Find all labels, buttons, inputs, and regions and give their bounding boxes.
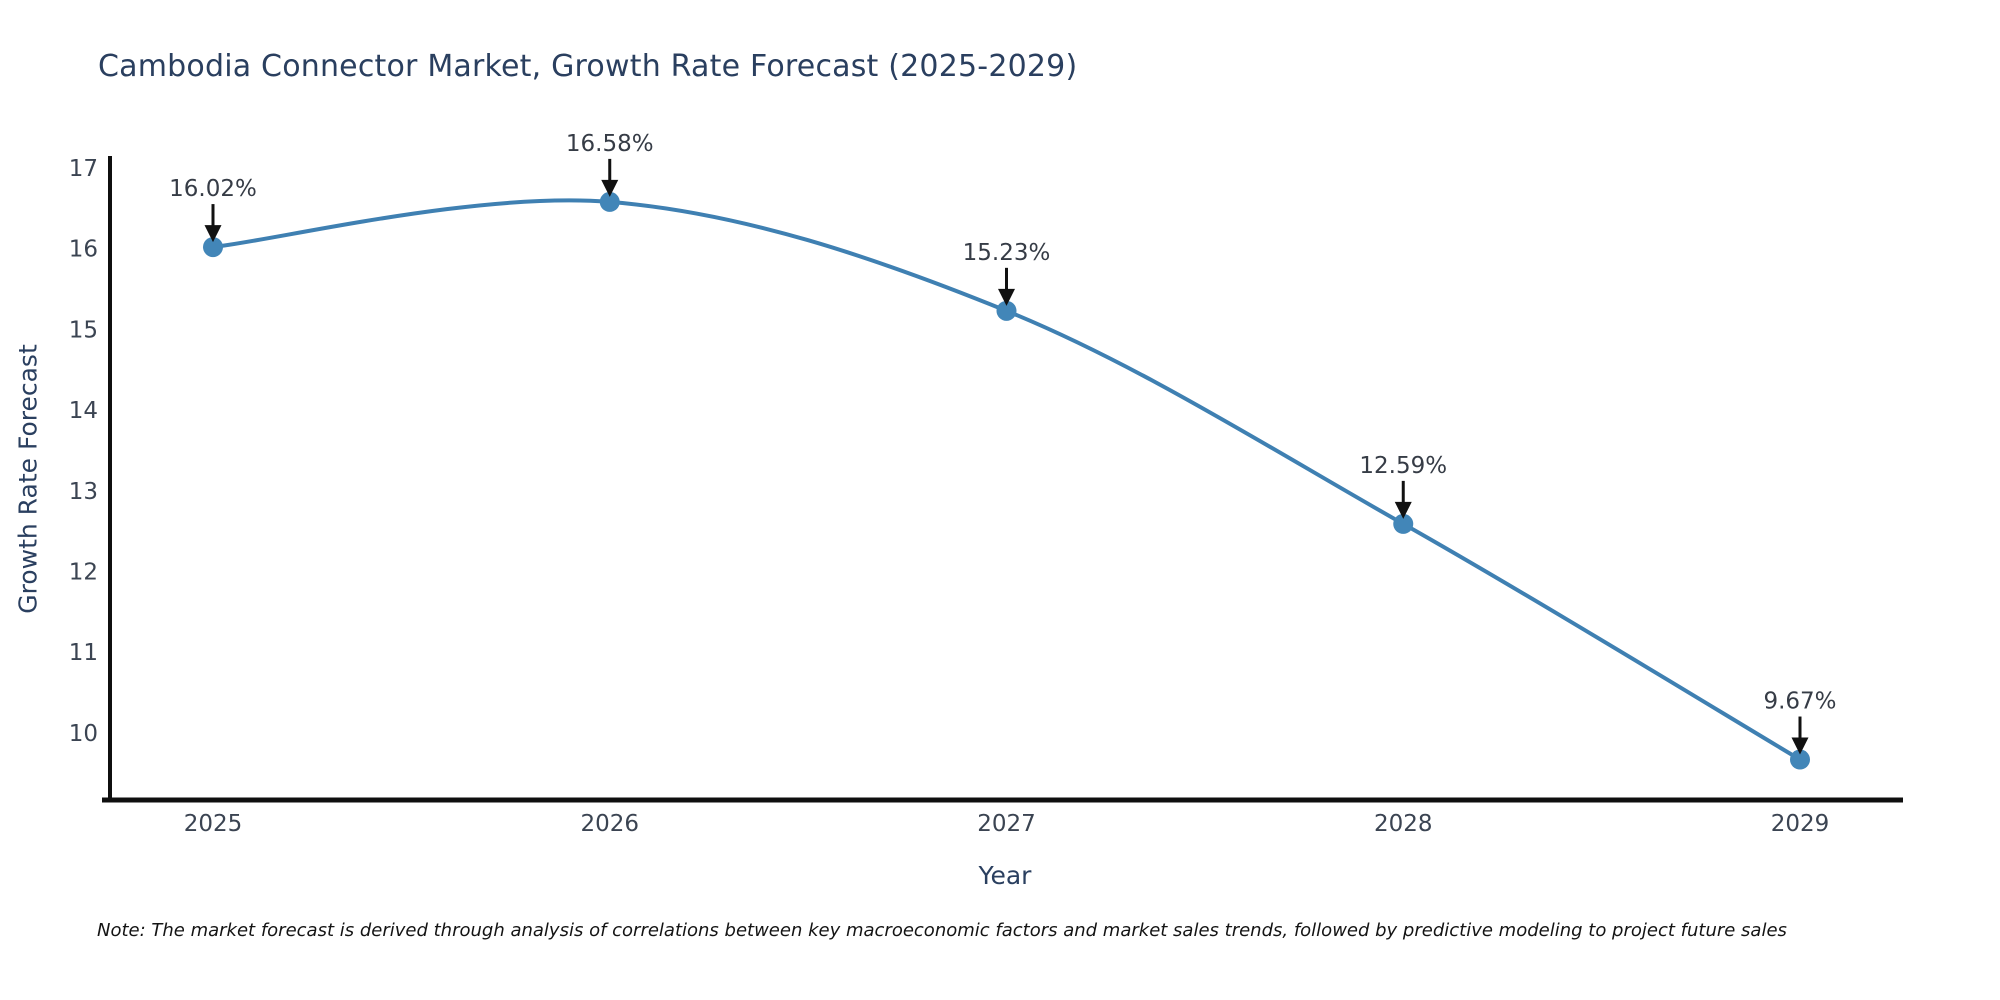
x-tick-label: 2026	[580, 811, 639, 837]
annotation-label: 16.58%	[566, 131, 654, 157]
data-point-marker[interactable]	[1393, 513, 1414, 534]
data-point-marker[interactable]	[599, 191, 620, 212]
annotation-label: 9.67%	[1763, 689, 1836, 715]
y-tick-label: 10	[69, 721, 98, 747]
data-point-marker[interactable]	[1790, 749, 1810, 770]
annotation-label: 16.02%	[169, 176, 257, 202]
x-tick-label: 2028	[1374, 811, 1433, 837]
data-point-marker[interactable]	[996, 300, 1017, 321]
annotation-arrowhead	[1394, 501, 1412, 519]
annotation-arrowhead	[204, 225, 222, 243]
y-tick-label: 13	[69, 479, 98, 505]
note-text: Note: The market forecast is derived thr…	[97, 920, 1787, 941]
data-point-marker[interactable]	[203, 237, 223, 258]
y-tick-label: 14	[69, 398, 98, 424]
x-axis-title: Year	[978, 861, 1032, 890]
y-tick-label: 11	[69, 640, 98, 666]
annotation-label: 12.59%	[1359, 453, 1447, 479]
x-tick-label: 2025	[184, 811, 243, 837]
y-axis-title: Growth Rate Forecast	[13, 344, 43, 614]
annotation-arrowhead	[998, 288, 1015, 306]
y-tick-label: 15	[69, 317, 98, 343]
annotation-label: 15.23%	[963, 240, 1051, 266]
x-tick-label: 2027	[977, 811, 1036, 837]
annotation-arrowhead	[601, 179, 619, 197]
y-tick-label: 12	[69, 560, 98, 586]
chart-title: Cambodia Connector Market, Growth Rate F…	[98, 49, 1078, 84]
x-tick-label: 2029	[1771, 811, 1830, 837]
annotation-arrowhead	[1791, 737, 1809, 755]
y-tick-label: 16	[69, 237, 98, 263]
y-tick-label: 17	[69, 156, 98, 182]
